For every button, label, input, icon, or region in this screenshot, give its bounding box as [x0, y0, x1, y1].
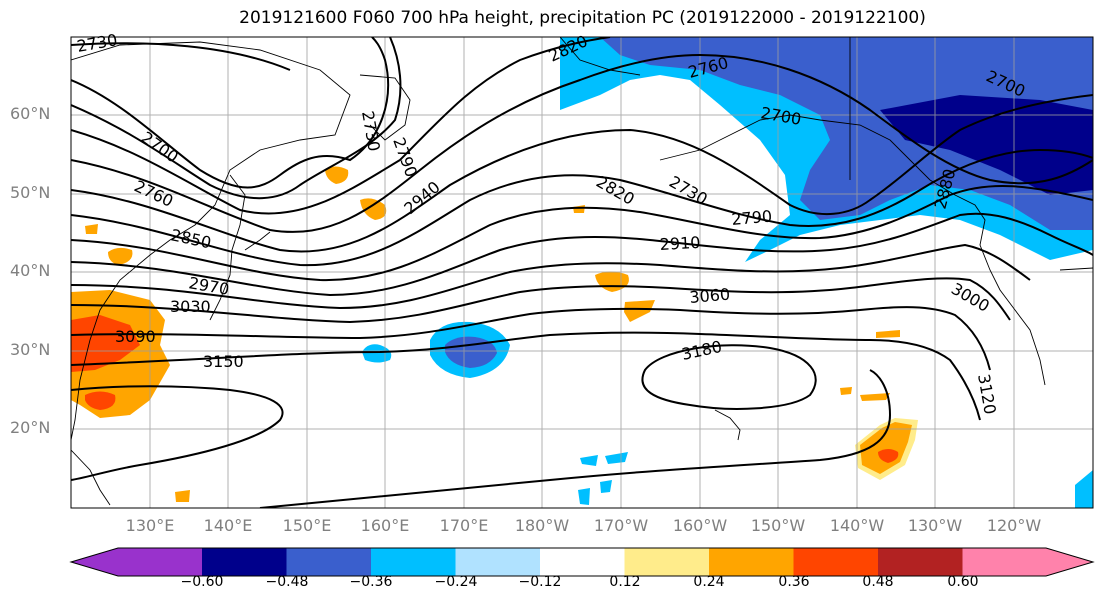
- lon-label-130e: 130°E: [125, 516, 175, 535]
- colorbar-segment: [455, 548, 541, 576]
- map-frame: [70, 36, 1094, 509]
- colorbar-tick-label: −0.48: [265, 574, 309, 590]
- lon-label-160w: 160°W: [672, 516, 728, 535]
- negative-precip-small-5: [600, 480, 612, 493]
- colorbar-tick-label: −0.36: [349, 574, 393, 590]
- colorbar-segment: [118, 548, 202, 576]
- gridlines: [71, 37, 1093, 508]
- colorbar-tick-label: −0.12: [518, 574, 562, 590]
- negative-precip-small-1: [362, 344, 392, 363]
- lat-label-30n: 30°N: [10, 340, 51, 359]
- positive-precip-small-3: [325, 166, 349, 184]
- colorbar-tick-label: 0.12: [609, 574, 641, 590]
- positive-precip-core-west-2: [85, 391, 116, 410]
- height-contours: [71, 37, 1093, 508]
- negative-precip-small-3: [605, 452, 628, 464]
- positive-precip-core-west: [71, 315, 140, 372]
- lon-label-140e: 140°E: [203, 516, 253, 535]
- lat-label-20n: 20°N: [10, 418, 51, 437]
- colorbar-segment: [709, 548, 794, 576]
- positive-precip-small-8: [876, 330, 900, 338]
- colorbar-segment: [286, 548, 372, 576]
- negative-precip-small-2: [580, 455, 598, 466]
- lon-label-150w: 150°W: [750, 516, 806, 535]
- lat-label-40n: 40°N: [10, 261, 51, 280]
- colorbar-extend-left: [71, 548, 118, 576]
- lon-label-170e: 170°E: [439, 516, 489, 535]
- lon-label-170w: 170°W: [593, 516, 649, 535]
- positive-precip-small-11: [175, 490, 190, 502]
- negative-precip-small-4: [578, 488, 590, 505]
- negative-precip-core: [880, 95, 1093, 195]
- colorbar-tick-label: −0.60: [180, 574, 224, 590]
- colorbar-tick-label: 0.48: [862, 574, 894, 590]
- colorbar-tick-label: −0.24: [434, 574, 478, 590]
- colorbar-extend-right: [1046, 548, 1093, 576]
- colorbar-segment: [624, 548, 710, 576]
- contour-label: 2790: [731, 207, 773, 229]
- lon-label-140w: 140°W: [829, 516, 885, 535]
- positive-precip-small-1: [108, 247, 133, 265]
- colorbar-tick-label: 0.36: [778, 574, 810, 590]
- positive-precip-core-east: [878, 449, 899, 463]
- contour-label: 2910: [659, 233, 701, 254]
- negative-precip-small-6: [1075, 470, 1093, 508]
- positive-precip-area-east: [860, 422, 912, 474]
- lat-label-60n: 60°N: [10, 104, 51, 123]
- contour-label: 3030: [170, 297, 211, 316]
- positive-precip-small-2: [85, 224, 98, 234]
- colorbar-tick-label: 0.24: [693, 574, 725, 590]
- positive-precip-small-6: [624, 300, 655, 322]
- lat-label-50n: 50°N: [10, 183, 51, 202]
- lon-label-130w: 130°W: [907, 516, 963, 535]
- positive-precip-small-4: [360, 198, 387, 220]
- colorbar: [69, 547, 1095, 577]
- lon-label-150e: 150°E: [282, 516, 332, 535]
- lon-label-160e: 160°E: [360, 516, 410, 535]
- positive-precip-small-10: [840, 387, 852, 395]
- colorbar-segment: [540, 548, 625, 576]
- contour-label: 3090: [115, 327, 156, 346]
- positive-precip-small-9: [860, 393, 890, 401]
- contour-label: 3060: [689, 285, 731, 307]
- colorbar-segment: [371, 548, 456, 576]
- negative-precip-area-northeast-dark: [600, 37, 1093, 230]
- colorbar-segment: [202, 548, 287, 576]
- negative-precip-core-midpacific: [445, 336, 497, 368]
- contour-label: 3150: [203, 352, 244, 371]
- colorbar-tick-label: 0.60: [947, 574, 979, 590]
- colorbar-outline: [69, 547, 1095, 577]
- map-title: 2019121600 F060 700 hPa height, precipit…: [239, 8, 926, 28]
- lon-label-120w: 120°W: [986, 516, 1042, 535]
- colorbar-segment: [878, 548, 963, 576]
- colorbar-segment: [793, 548, 879, 576]
- lon-label-180w: 180°W: [514, 516, 570, 535]
- colorbar-segment: [962, 548, 1046, 576]
